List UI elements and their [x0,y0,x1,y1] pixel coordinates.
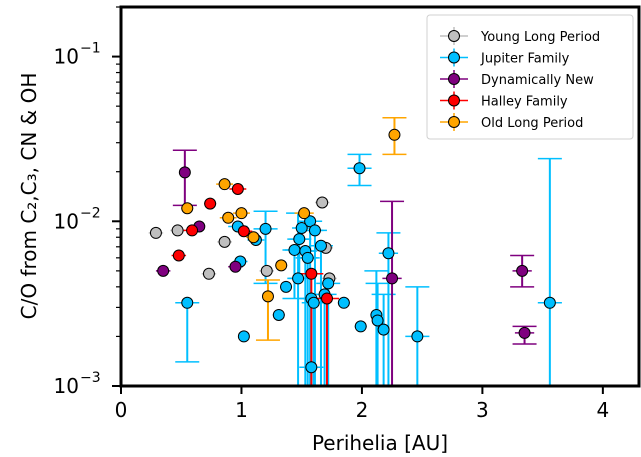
point-jupiter-family [280,280,293,293]
legend: Young Long Period Jupiter Family Dynamical… [426,14,634,140]
point-jupiter-family [337,296,350,309]
point-young-long-period [316,196,329,209]
point-jupiter-family [305,361,318,374]
point-dynamically-new [229,260,242,273]
y-axis-ticks: 10−310−210−1 [54,6,121,398]
point-old-long-period [298,207,311,220]
point-jupiter-family [308,224,321,237]
y-tick-label: 10 [54,374,79,398]
y-tick-label: 10 [54,209,79,233]
point-dynamically-new [178,166,191,179]
legend-marker [448,116,460,128]
point-young-long-period [202,267,215,280]
point-jupiter-family [292,272,305,285]
data-markers [149,128,556,374]
point-jupiter-family [377,323,390,336]
point-young-long-period [171,224,184,237]
point-jupiter-family [411,330,424,343]
point-old-long-period [261,290,274,303]
y-axis-label: C/O from C₂,C₃, CN & OH [17,73,41,320]
point-halley-family [186,224,199,237]
legend-label: Dynamically New [481,73,594,88]
legend-label: Halley Family [481,95,568,110]
point-old-long-period [218,178,231,191]
legend-marker [448,51,460,64]
y-tick-exponent: −2 [80,205,101,221]
point-halley-family [172,249,185,262]
point-dynamically-new [386,272,399,285]
point-young-long-period [260,264,273,277]
legend-label: Jupiter Family [480,52,570,67]
point-jupiter-family [288,243,301,256]
point-dynamically-new [157,264,170,277]
x-tick-label: 2 [356,398,369,422]
point-young-long-period [218,235,231,248]
x-axis-ticks: 0 1 2 3 4 [115,386,609,422]
point-jupiter-family [272,308,285,321]
legend-marker [448,30,460,42]
point-old-long-period [388,128,401,141]
point-halley-family [305,267,318,280]
legend-marker [448,73,460,85]
point-jupiter-family [295,222,308,235]
point-young-long-period [149,226,162,239]
point-jupiter-family [301,251,314,264]
error-bars [148,117,562,387]
point-jupiter-family [259,222,272,235]
point-jupiter-family [237,330,250,343]
y-tick-label: 10 [54,45,79,69]
legend-marker [448,94,460,107]
point-halley-family [320,292,333,305]
point-jupiter-family [354,320,367,333]
plot-frame [119,5,641,388]
point-jupiter-family [304,215,317,228]
legend-label: Young Long Period [480,30,600,45]
point-jupiter-family [543,296,556,309]
point-halley-family [237,225,250,238]
x-tick-label: 4 [596,398,609,422]
point-old-long-period [235,207,248,220]
point-jupiter-family [293,233,306,246]
point-old-long-period [247,231,260,244]
point-dynamically-new [518,326,531,339]
point-old-long-period [275,259,288,272]
y-tick-exponent: −3 [80,370,101,386]
x-tick-label: 1 [235,398,248,422]
y-tick-exponent: −1 [80,41,101,57]
point-jupiter-family [307,296,320,309]
point-old-long-period [222,211,235,224]
point-jupiter-family [181,296,194,309]
point-jupiter-family [353,162,366,175]
x-tick-label: 3 [476,398,489,422]
point-old-long-period [181,202,194,215]
point-jupiter-family [382,247,395,260]
x-axis-label: Perihelia [AU] [312,431,448,455]
point-halley-family [231,183,244,196]
legend-box [426,14,634,140]
point-jupiter-family [371,314,384,327]
point-jupiter-family [322,277,335,290]
point-dynamically-new [516,264,529,277]
x-tick-label: 0 [115,398,128,422]
point-jupiter-family [314,239,327,252]
point-halley-family [204,197,217,210]
legend-label: Old Long Period [481,116,583,131]
